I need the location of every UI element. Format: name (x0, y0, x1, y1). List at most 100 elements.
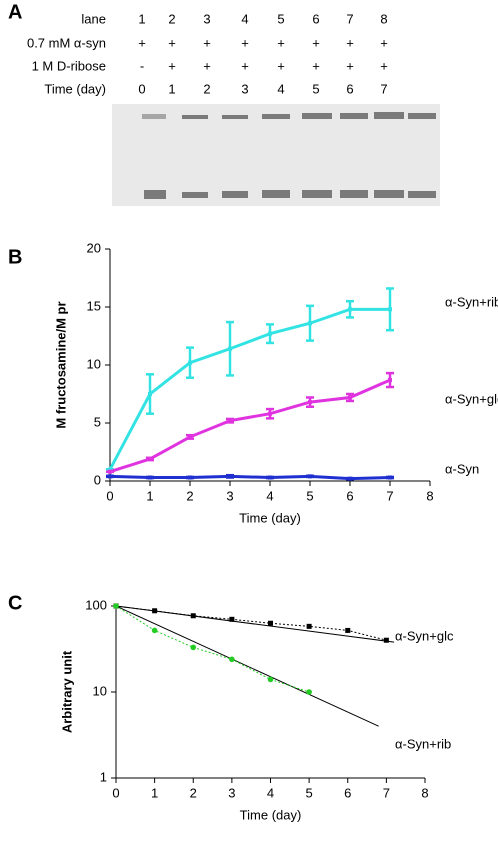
marker (348, 395, 352, 400)
x-tick-label: 0 (106, 488, 113, 503)
marker (228, 474, 232, 479)
cell: + (346, 58, 354, 73)
cell: 3 (203, 11, 210, 26)
marker (306, 623, 312, 629)
x-tick-label: 5 (306, 785, 313, 800)
cell: + (380, 58, 388, 73)
cell: 2 (203, 81, 210, 96)
marker (108, 469, 112, 474)
cell: + (277, 35, 285, 50)
x-tick-label: 6 (346, 488, 353, 503)
x-tick-label: 7 (386, 488, 393, 503)
series-line (108, 307, 390, 471)
cell: 0 (138, 81, 145, 96)
y-tick-label: 0 (94, 472, 101, 487)
x-tick-label: 2 (190, 785, 197, 800)
panel-label: B (8, 246, 22, 268)
marker (188, 360, 192, 365)
marker (151, 627, 158, 634)
series-line (109, 474, 391, 481)
marker (228, 418, 232, 423)
series-label: α-Syn+glc (445, 391, 498, 406)
marker (190, 644, 197, 651)
marker (268, 475, 272, 480)
marker (148, 456, 152, 461)
y-tick-label: 20 (87, 240, 101, 255)
x-tick-label: 8 (421, 785, 428, 800)
gel-background (112, 104, 440, 206)
series-line (115, 605, 387, 641)
cell: + (312, 35, 320, 50)
marker (190, 613, 196, 619)
marker (308, 474, 312, 479)
marker (229, 616, 235, 622)
series-label: α-Syn+glc (395, 628, 454, 643)
cell: + (346, 35, 354, 50)
marker (148, 475, 152, 480)
marker (188, 434, 192, 439)
cell: + (241, 35, 249, 50)
x-tick-label: 8 (426, 488, 433, 503)
marker (108, 467, 112, 472)
marker (229, 656, 235, 663)
y-axis-label: Arbitrary unit (59, 650, 74, 733)
x-axis-label: Time (day) (239, 510, 301, 525)
x-tick-label: 1 (151, 785, 158, 800)
marker (267, 676, 274, 683)
marker (388, 475, 392, 480)
marker (188, 475, 192, 480)
marker (306, 689, 312, 695)
marker (268, 331, 272, 336)
marker (268, 620, 273, 626)
series-label: α-Syn+rib (395, 736, 451, 751)
marker (268, 411, 272, 416)
x-tick-label: 7 (383, 785, 390, 800)
cell: + (138, 35, 146, 50)
cell: + (203, 58, 211, 73)
y-tick-label: 10 (87, 356, 101, 371)
y-tick-label: 15 (87, 298, 101, 313)
cell: + (380, 35, 388, 50)
series-line (109, 378, 391, 474)
marker (348, 307, 352, 312)
x-tick-label: 1 (146, 488, 153, 503)
cell: + (203, 35, 211, 50)
gel-image (112, 104, 440, 206)
x-tick-label: 5 (306, 488, 313, 503)
panel-label: A (8, 1, 22, 23)
marker (228, 346, 232, 351)
cell: 6 (346, 81, 353, 96)
marker (348, 476, 352, 481)
marker (308, 321, 312, 326)
y-tick-label: 10 (93, 683, 107, 698)
row-label: 1 M D-ribose (32, 58, 106, 73)
marker (113, 603, 119, 609)
panel-label: C (8, 592, 22, 614)
marker (148, 392, 152, 396)
cell: 7 (380, 81, 387, 96)
marker (108, 474, 112, 479)
cell: 4 (277, 81, 284, 96)
cell: 6 (312, 11, 319, 26)
cell: 4 (241, 11, 248, 26)
cell: + (312, 58, 320, 73)
cell: + (168, 35, 176, 50)
cell: + (241, 58, 249, 73)
cell: 8 (380, 11, 387, 26)
cell: 3 (241, 81, 248, 96)
cell: 1 (168, 81, 175, 96)
cell: 5 (277, 11, 284, 26)
marker (152, 608, 158, 614)
cell: + (168, 58, 176, 73)
series-label: α-Syn+rib (445, 294, 498, 309)
x-tick-label: 6 (344, 785, 351, 800)
y-tick-label: 1 (100, 769, 107, 784)
x-axis-label: Time (day) (240, 807, 302, 822)
cell: 2 (168, 11, 175, 26)
fit-line (115, 605, 379, 727)
cell: 5 (312, 81, 319, 96)
cell: + (277, 58, 285, 73)
marker (308, 400, 312, 405)
fit-line (115, 605, 395, 643)
